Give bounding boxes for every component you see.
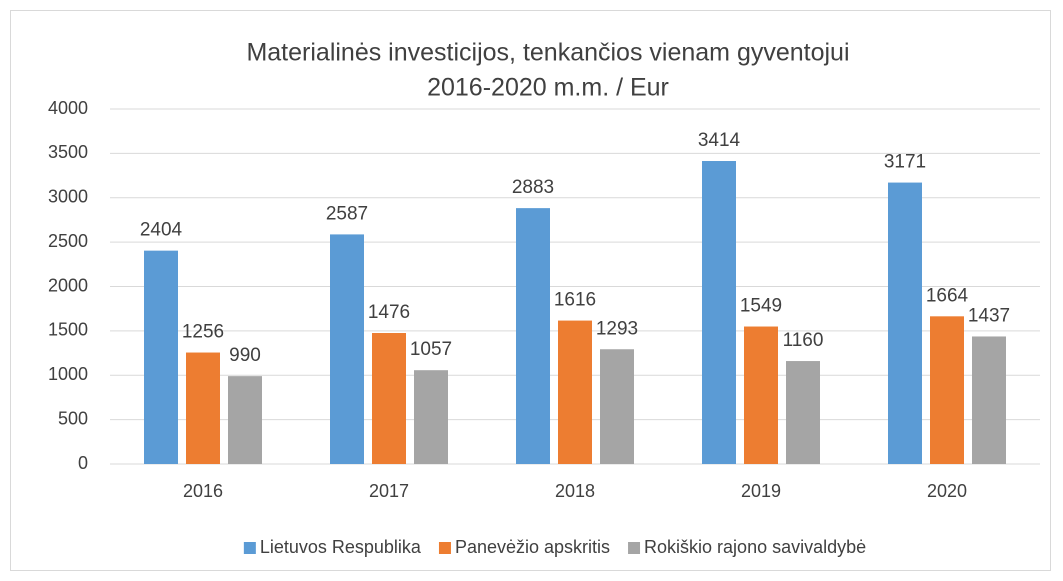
- y-tick-label: 2000: [48, 275, 88, 295]
- y-tick-label: 3500: [48, 142, 88, 162]
- bar: [600, 349, 634, 464]
- y-tick-label: 500: [58, 408, 88, 428]
- bar: [414, 370, 448, 464]
- bar: [228, 376, 262, 464]
- y-tick-label: 1000: [48, 364, 88, 384]
- data-label: 1437: [968, 305, 1010, 326]
- legend-swatch: [438, 542, 451, 554]
- y-tick-label: 2500: [48, 231, 88, 251]
- y-tick-label: 4000: [48, 98, 88, 118]
- bar: [330, 234, 364, 464]
- x-tick-label: 2016: [183, 481, 223, 501]
- y-tick-label: 3000: [48, 187, 88, 207]
- data-label: 3414: [698, 130, 741, 151]
- data-label: 3171: [884, 152, 926, 173]
- data-label: 1476: [368, 302, 410, 323]
- bar: [786, 361, 820, 464]
- legend-swatch: [243, 542, 256, 554]
- chart-title: Materialinės investicijos, tenkančios vi…: [246, 39, 849, 67]
- data-label: 1664: [926, 285, 969, 306]
- bar: [930, 316, 964, 464]
- bar: [558, 320, 592, 464]
- chart-title: 2016-2020 m.m. / Eur: [427, 74, 669, 102]
- x-tick-label: 2019: [741, 481, 781, 501]
- legend-label: Lietuvos Respublika: [260, 537, 422, 557]
- data-label: 1616: [554, 290, 596, 311]
- data-label: 1549: [740, 296, 782, 317]
- bar: [702, 161, 736, 464]
- y-tick-label: 1500: [48, 320, 88, 340]
- bar: [744, 326, 778, 464]
- data-label: 1160: [783, 330, 824, 351]
- data-label: 2404: [140, 220, 183, 241]
- bar: [372, 333, 406, 464]
- data-label: 1057: [410, 339, 452, 360]
- bar: [144, 250, 178, 464]
- data-label: 990: [229, 345, 261, 366]
- y-tick-label: 0: [78, 453, 88, 473]
- bar: [972, 336, 1006, 464]
- legend-swatch: [628, 542, 641, 554]
- legend-label: Rokiškio rajono savivaldybė: [644, 537, 866, 557]
- data-label: 1293: [596, 318, 638, 339]
- x-tick-label: 2020: [927, 481, 967, 501]
- bar: [888, 182, 922, 465]
- data-label: 2587: [326, 203, 368, 224]
- bar: [516, 208, 550, 464]
- data-label: 1256: [182, 322, 224, 343]
- data-label: 2883: [512, 177, 554, 198]
- x-tick-label: 2017: [369, 481, 409, 501]
- bar: [186, 352, 220, 464]
- legend-label: Panevėžio apskritis: [455, 537, 610, 557]
- x-tick-label: 2018: [555, 481, 595, 501]
